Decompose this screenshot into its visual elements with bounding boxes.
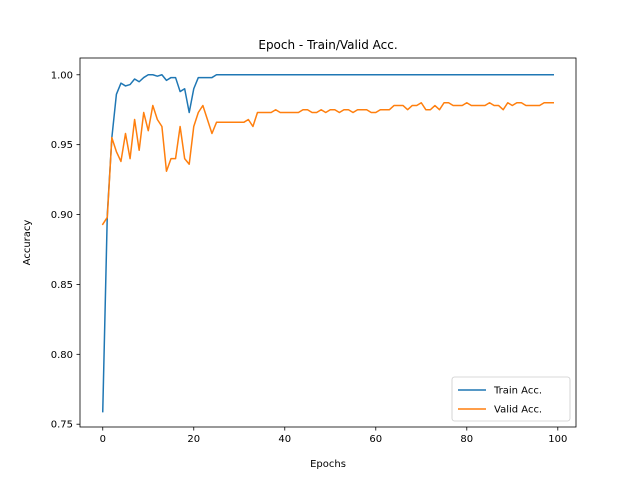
y-tick-label: 0.90 [51, 210, 73, 221]
legend: Train Acc. Valid Acc. [451, 376, 571, 422]
x-tick-label: 100 [548, 434, 567, 445]
y-tick-label: 0.80 [51, 350, 73, 361]
series-line-1 [101, 74, 554, 413]
x-tick-label: 80 [460, 434, 473, 445]
legend-entry-label: Valid Acc. [494, 405, 542, 416]
plot-lines [101, 74, 554, 413]
x-tick-label: 0 [100, 434, 106, 445]
y-tick-label: 0.95 [51, 140, 73, 151]
x-axis-ticks: 0 20 40 60 80 100 [100, 427, 567, 445]
x-tick-label: 40 [278, 434, 291, 445]
y-tick-label: 0.75 [51, 420, 73, 431]
x-tick-label: 20 [187, 434, 200, 445]
series-line-2 [101, 101, 554, 226]
plot-frame [79, 57, 577, 428]
x-tick-label: 60 [369, 434, 382, 445]
y-tick-label: 0.85 [51, 280, 73, 291]
y-axis-label: Accuracy [22, 220, 33, 266]
x-axis-label: Epochs [310, 459, 346, 470]
y-tick-label: 1.00 [51, 70, 73, 81]
legend-box [451, 376, 571, 422]
legend-entry-label: Train Acc. [493, 386, 542, 397]
y-axis-ticks: 0.75 0.80 0.85 0.90 0.95 1.00 [51, 70, 80, 431]
chart-title: Epoch - Train/Valid Acc. [258, 38, 397, 52]
